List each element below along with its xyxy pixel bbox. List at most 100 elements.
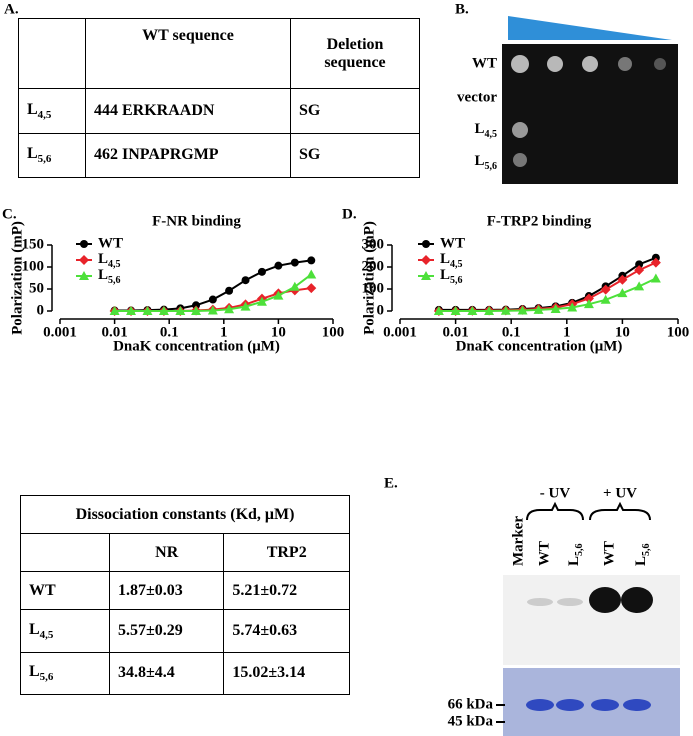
legend-marker <box>79 271 89 280</box>
panel-label: D. <box>342 206 357 222</box>
row-label: WT <box>20 571 110 611</box>
data-point <box>433 306 444 315</box>
group-label: - UV <box>540 485 571 501</box>
legend-label: WT <box>98 235 123 251</box>
data-point <box>191 306 202 315</box>
data-point <box>617 274 628 285</box>
data-point <box>290 258 299 267</box>
panel-label: C. <box>2 206 17 222</box>
blot-bands <box>527 587 653 613</box>
data-point <box>109 306 120 315</box>
gel-bands <box>526 699 651 711</box>
data-point <box>533 304 544 314</box>
gradient-wedge <box>508 16 672 40</box>
legend-marker <box>421 255 431 265</box>
lane-label: Marker <box>510 516 526 566</box>
blot-image <box>503 575 680 665</box>
empty-cell <box>20 533 110 573</box>
data-point <box>583 293 594 304</box>
marker-label: 66 kDa <box>448 696 494 712</box>
row-label: L5,6 <box>474 153 497 172</box>
data-point <box>583 299 594 309</box>
data-point <box>207 305 218 315</box>
data-point <box>257 267 266 276</box>
kd-table: Dissociation constants (Kd, μM) NR TRP2 … <box>20 494 350 696</box>
cell: 15.02±3.14 <box>223 651 350 696</box>
data-point <box>306 269 317 279</box>
y-axis-title: Polarization (mP) <box>361 221 377 335</box>
y-tick-label: 100 <box>362 280 385 296</box>
data-point <box>450 306 461 315</box>
header-cell: Deletion sequence <box>290 18 420 89</box>
chart-title: F-NR binding <box>152 213 241 229</box>
data-point <box>650 257 661 268</box>
y-tick-label: 200 <box>362 258 385 274</box>
data-point <box>550 304 561 314</box>
data-point <box>634 265 645 276</box>
cell: SG <box>290 132 420 178</box>
header-cell: NR <box>108 533 225 573</box>
x-tick-label: 0.001 <box>43 324 77 340</box>
y-tick-label: 0 <box>377 302 385 318</box>
cell: 34.8±4.4 <box>108 651 225 696</box>
data-point <box>126 306 137 315</box>
x-tick-label: 0.01 <box>101 324 127 340</box>
chart-title: F-TRP2 binding <box>487 213 592 229</box>
row-label: L4,5 <box>474 121 497 140</box>
cell: SG <box>290 88 420 134</box>
data-point <box>567 302 578 312</box>
x-tick-label: 100 <box>667 324 690 340</box>
empty-cell <box>18 18 86 89</box>
x-axis-title: DnaK concentration (μM) <box>113 338 280 354</box>
cell: 5.57±0.29 <box>108 609 225 653</box>
y-tick-label: 0 <box>37 302 45 318</box>
row-label: vector <box>457 89 497 105</box>
x-tick-label: 0.01 <box>442 324 468 340</box>
data-point <box>158 306 169 315</box>
lane-label: WT <box>601 541 617 566</box>
cell: 5.74±0.63 <box>223 609 350 653</box>
group-label: + UV <box>603 485 637 501</box>
data-point <box>256 296 267 306</box>
y-tick-label: 100 <box>22 258 45 274</box>
x-tick-label: 1 <box>563 324 571 340</box>
legend-marker <box>422 240 430 248</box>
data-point <box>240 301 251 311</box>
legend-label: L5,6 <box>98 267 121 286</box>
bracket <box>526 501 584 521</box>
x-tick-label: 1 <box>220 324 228 340</box>
header-cell: TRP2 <box>223 533 350 573</box>
y-tick-label: 300 <box>362 236 385 252</box>
data-point <box>274 261 283 270</box>
data-point <box>192 301 201 310</box>
x-tick-label: 10 <box>271 324 286 340</box>
panel-label: E. <box>384 475 398 491</box>
data-point <box>634 281 645 291</box>
bracket <box>589 501 651 521</box>
x-tick-label: 10 <box>615 324 630 340</box>
data-point <box>289 281 300 291</box>
lane-label: L5,6 <box>566 543 585 566</box>
cell: 444 ERKRAADN <box>85 88 291 134</box>
row-label: WT <box>472 55 497 71</box>
cell: 1.87±0.03 <box>108 571 225 611</box>
data-point <box>306 283 317 294</box>
lane-label: L5,6 <box>633 543 652 566</box>
data-point <box>600 284 611 295</box>
data-point <box>517 305 528 315</box>
cell: 5.21±0.72 <box>223 571 350 611</box>
table-title: Dissociation constants (Kd, μM) <box>20 494 350 535</box>
data-point <box>484 306 495 315</box>
y-tick-label: 50 <box>29 280 44 296</box>
legend-marker <box>80 240 88 248</box>
data-point <box>273 290 284 300</box>
marker-label: 45 kDa <box>448 713 494 729</box>
data-point <box>241 276 250 285</box>
x-tick-label: 0.1 <box>502 324 521 340</box>
data-point <box>600 294 611 304</box>
legend-label: WT <box>440 235 465 251</box>
sequence-table: WT sequence Deletion sequence L4,5 444 ER… <box>18 18 420 178</box>
data-point <box>650 273 661 283</box>
